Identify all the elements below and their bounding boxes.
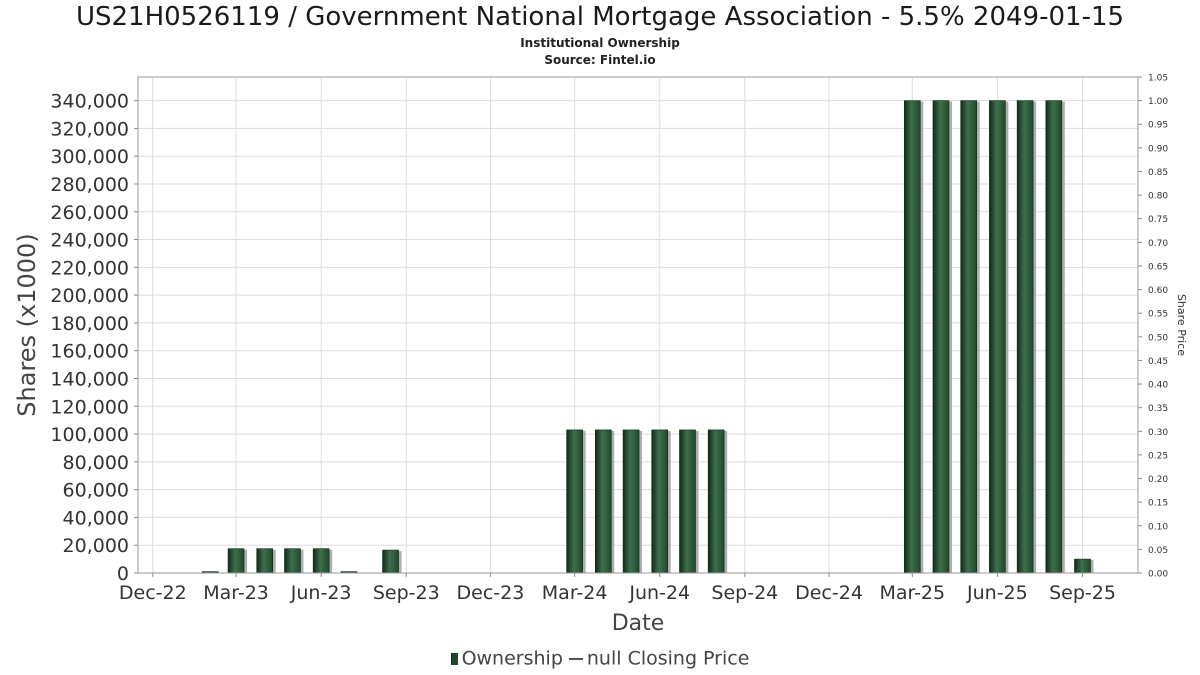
price-legend-line (568, 657, 583, 660)
y-tick-label: 160,000 (50, 341, 129, 363)
x-tick-label: Mar-24 (542, 582, 608, 604)
y2-tick-label: 0.80 (1148, 192, 1168, 202)
ownership-bar (707, 429, 725, 574)
y2-tick-label: 0.10 (1148, 522, 1168, 532)
y-tick-label: 180,000 (50, 313, 129, 335)
y2-tick-label: 0.65 (1148, 262, 1168, 272)
y2-tick-label: 0.60 (1148, 286, 1168, 296)
ownership-bar (227, 548, 245, 574)
ownership-bar (1016, 100, 1034, 574)
chart-source: Source: Fintel.io (544, 53, 656, 67)
ownership-bar (284, 548, 301, 574)
y2-tick-label: 0.15 (1148, 499, 1168, 509)
y-tick-label: 120,000 (50, 396, 129, 418)
y-tick-label: 260,000 (50, 202, 129, 224)
y2-tick-label: 0.05 (1148, 546, 1168, 556)
y2-tick-label: 1.05 (1148, 74, 1168, 84)
y-tick-label: 80,000 (63, 452, 129, 474)
y-tick-label: 340,000 (50, 91, 129, 113)
chart-subtitle: Institutional Ownership (520, 36, 680, 50)
y2-tick-label: 0.90 (1148, 144, 1168, 154)
y2-tick-label: 0.55 (1148, 310, 1168, 320)
ownership-bar (651, 429, 669, 574)
y-tick-label: 240,000 (50, 230, 129, 252)
x-tick-label: Sep-24 (711, 582, 778, 604)
y-tick-label: 300,000 (50, 146, 129, 168)
x-axis-label: Date (612, 611, 665, 636)
ownership-bar (312, 548, 330, 574)
y2-tick-label: 0.35 (1148, 404, 1168, 414)
y2-tick-label: 0.50 (1148, 333, 1168, 343)
x-tick-label: Jun-25 (966, 582, 1028, 604)
y-axis-label: Shares (x1000) (13, 233, 41, 416)
x-tick-label: Dec-23 (457, 582, 525, 604)
plot-border (137, 76, 1139, 574)
y-tick-label: 100,000 (50, 424, 129, 446)
ownership-bar (932, 100, 950, 574)
chart-title: US21H0526119 / Government National Mortg… (75, 2, 1125, 32)
x-tick-label: Jun-23 (290, 582, 352, 604)
chart-legend: Ownership null Closing Price (0, 647, 1200, 670)
ownership-legend-swatch (450, 652, 458, 665)
y2-tick-label: 0.45 (1148, 357, 1168, 367)
y2-tick-label: 0.40 (1148, 381, 1168, 391)
y2-tick-label: 1.00 (1148, 97, 1168, 107)
ownership-bar (1045, 100, 1063, 574)
legend-price-label: null Closing Price (586, 647, 750, 670)
ownership-bar (903, 100, 921, 574)
x-tick-label: Mar-25 (879, 582, 945, 604)
y-tick-label: 320,000 (50, 118, 129, 140)
y2-tick-label: 0.20 (1148, 475, 1168, 485)
legend-ownership-label: Ownership (461, 647, 563, 670)
x-tick-label: Dec-22 (119, 582, 187, 604)
ownership-bar (566, 429, 583, 574)
y-tick-label: 40,000 (63, 507, 129, 529)
x-tick-label: Dec-24 (795, 582, 863, 604)
ownership-bar (256, 548, 274, 574)
y2-tick-label: 0.70 (1148, 239, 1168, 249)
x-tick-label: Sep-25 (1049, 582, 1116, 604)
ownership-bar (960, 100, 978, 574)
ownership-bar (679, 429, 696, 574)
y-tick-label: 220,000 (50, 257, 129, 279)
ownership-bar (622, 429, 640, 574)
y-tick-label: 200,000 (50, 285, 129, 307)
ownership-bar (1074, 558, 1091, 574)
y-tick-label: 0 (117, 563, 129, 585)
x-tick-label: Mar-23 (203, 582, 269, 604)
y-tick-label: 60,000 (63, 480, 129, 502)
y2-axis-label: Share Price (1175, 294, 1188, 356)
ownership-bar (989, 100, 1006, 574)
y-tick-label: 280,000 (50, 174, 129, 196)
y-tick-label: 140,000 (50, 368, 129, 390)
x-tick-label: Jun-24 (628, 582, 690, 604)
y2-tick-label: 0.00 (1148, 570, 1168, 580)
x-tick-label: Sep-23 (373, 582, 440, 604)
y2-tick-label: 0.25 (1148, 451, 1168, 461)
y2-tick-label: 0.30 (1148, 428, 1168, 438)
ownership-bar (595, 429, 612, 574)
y2-tick-label: 0.75 (1148, 215, 1168, 225)
y-tick-label: 20,000 (63, 535, 129, 557)
y2-tick-label: 0.85 (1148, 168, 1168, 178)
y2-tick-label: 0.95 (1148, 121, 1168, 131)
ownership-bar (382, 549, 399, 574)
